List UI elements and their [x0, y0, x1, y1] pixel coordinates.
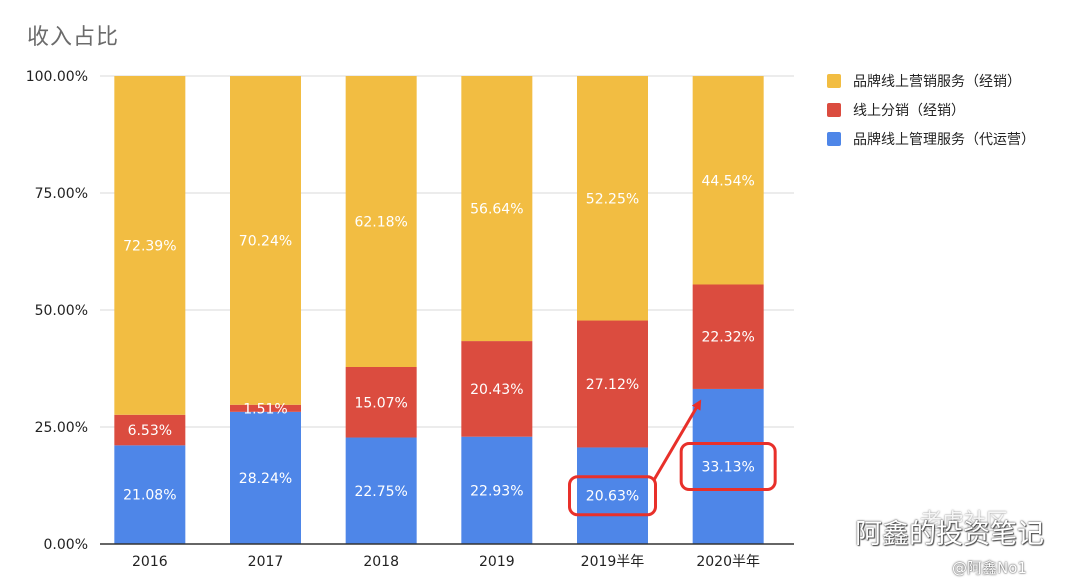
bar-segment	[461, 341, 533, 437]
x-tick-label: 2017	[248, 554, 284, 570]
bar-segment	[461, 76, 533, 342]
highlight-box	[568, 475, 657, 517]
data-label: 20.43%	[470, 382, 523, 398]
bar-segment	[230, 76, 301, 405]
data-label: 22.93%	[470, 483, 523, 499]
bar-segment	[114, 445, 186, 544]
legend-item: 品牌线上营销服务（经销）	[827, 66, 1035, 95]
data-label: 21.08%	[123, 488, 176, 504]
legend-swatch	[827, 102, 841, 117]
data-label: 70.24%	[239, 233, 292, 249]
data-label: 72.39%	[123, 238, 176, 254]
bar-segment	[114, 76, 186, 415]
data-label: 28.24%	[239, 471, 292, 487]
data-label: 52.25%	[586, 191, 639, 207]
bar-segment	[577, 447, 648, 544]
y-tick-label: 100.00%	[26, 69, 88, 85]
data-label: 56.64%	[470, 202, 523, 218]
data-label: 22.32%	[701, 330, 754, 346]
data-label: 33.13%	[701, 459, 754, 475]
bar-segment	[461, 436, 533, 544]
legend-swatch	[827, 73, 841, 88]
x-tick-label: 2016	[132, 554, 168, 570]
bar-segment	[692, 76, 764, 285]
data-label: 15.07%	[354, 395, 407, 411]
legend: 品牌线上营销服务（经销） 线上分销（经销） 品牌线上管理服务（代运营）	[827, 66, 1035, 153]
watermark-top: 老虎社区	[920, 510, 1009, 535]
data-label: 44.54%	[701, 173, 754, 189]
legend-label: 线上分销（经销）	[853, 102, 965, 119]
y-tick-label: 50.00%	[35, 303, 88, 319]
bar-segment	[692, 284, 764, 389]
legend-label: 品牌线上营销服务（经销）	[853, 73, 1021, 90]
y-tick-label: 75.00%	[35, 186, 88, 202]
data-label: 22.75%	[354, 484, 407, 500]
legend-swatch	[827, 131, 841, 146]
x-tick-label: 2018	[363, 554, 399, 570]
y-tick-label: 25.00%	[35, 420, 88, 436]
highlight-arrow	[652, 399, 702, 482]
data-label: 20.63%	[586, 489, 639, 505]
bar-segment	[230, 411, 301, 544]
bar-segment	[345, 367, 417, 438]
chart-title: 收入占比	[27, 25, 120, 50]
x-tick-label: 2020半年	[696, 554, 760, 570]
bar-segment	[114, 414, 186, 446]
bar-segment	[345, 76, 417, 368]
x-tick-label: 2019半年	[581, 554, 645, 570]
data-label: 27.12%	[586, 377, 639, 393]
bar-segment	[577, 76, 648, 321]
data-label: 6.53%	[128, 423, 172, 439]
bar-segment	[692, 388, 764, 544]
bar-segment	[345, 437, 417, 544]
y-tick-label: 0.00%	[44, 537, 88, 553]
watermark-text: 阿鑫的投资笔记	[855, 519, 1044, 550]
data-label: 62.18%	[354, 215, 407, 231]
watermark-main: 阿鑫的投资笔记	[815, 512, 1044, 551]
data-label: 1.51%	[243, 401, 287, 417]
bar-segment	[230, 404, 301, 412]
highlight-box	[679, 441, 777, 491]
legend-item: 线上分销（经销）	[827, 95, 1035, 124]
legend-label: 品牌线上管理服务（代运营）	[853, 131, 1035, 148]
bar-segment	[577, 320, 648, 448]
watermark-sub: @阿鑫No1	[952, 559, 1027, 577]
x-tick-label: 2019	[479, 554, 515, 570]
wechat-icon	[815, 519, 849, 550]
legend-item: 品牌线上管理服务（代运营）	[827, 124, 1035, 153]
